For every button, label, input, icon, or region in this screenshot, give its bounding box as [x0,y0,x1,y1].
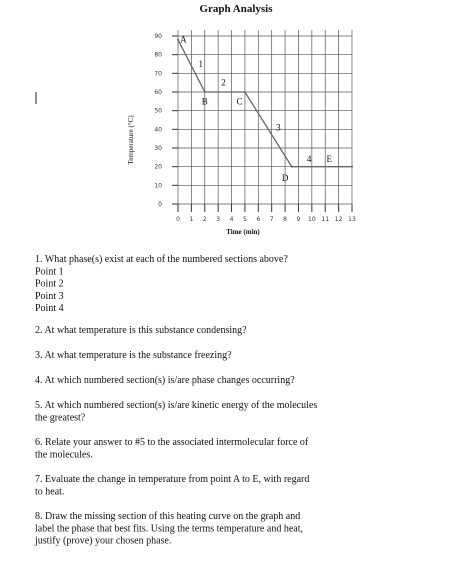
x-tick-label: 9 [297,216,301,223]
question: 2. At what temperature is this substance… [35,325,247,336]
y-axis-label: Temperature (°C) [127,115,135,165]
data-point [203,91,206,93]
y-tick-label: 40 [154,126,162,133]
annotation: B [202,96,208,106]
x-tick-label: 11 [321,216,329,223]
question-line: Point 2 [35,279,64,290]
x-tick-label: 8 [283,216,287,223]
title: Graph Analysis [199,3,273,15]
data-point [243,91,246,93]
question-line: Point 1 [35,266,64,277]
question-line: label the phase that best fits. Using th… [35,523,303,534]
x-tick-label: 5 [243,216,247,223]
y-tick-label: 90 [154,33,162,40]
question-line: justify (prove) your chosen phase. [34,536,171,547]
x-tick-label: 10 [308,216,316,223]
x-axis-label: Time (min) [226,228,260,236]
question: 6. Relate your answer to #5 to the assoc… [35,437,309,448]
question: 3. At what temperature is the substance … [35,350,232,361]
question: 8. Draw the missing section of this heat… [35,511,300,522]
x-tick-label: 2 [203,216,207,223]
x-tick-label: 0 [176,216,180,223]
question-line: Point 4 [35,303,64,314]
question-line: to heat. [35,486,64,497]
annotation: 4 [307,154,312,164]
y-tick-label: 0 [158,201,162,208]
question: 4. At which numbered section(s) is/are p… [35,375,295,386]
x-tick-label: 7 [270,216,274,223]
question: 1. What phase(s) exist at each of the nu… [35,254,288,265]
annotation: 1 [199,59,204,69]
question-line: Point 3 [35,291,64,302]
data-point [351,165,353,168]
y-tick-label: 60 [154,89,162,96]
x-tick-label: 6 [256,216,260,223]
x-tick-label: 1 [189,216,193,223]
annotation: D [282,173,289,183]
y-tick-label: 20 [154,164,162,171]
y-tick-label: 80 [154,52,162,59]
question-line: the greatest? [35,412,86,423]
annotation: 3 [276,122,281,132]
y-tick-label: 70 [154,70,162,77]
x-tick-label: 4 [230,216,234,223]
x-tick-label: 12 [335,216,343,223]
y-tick-label: 50 [154,108,162,115]
annotation: 2 [221,78,226,88]
data-point [290,165,293,168]
data-point [177,38,179,41]
question-line: the molecules. [35,449,93,460]
x-tick-label: 3 [216,216,220,223]
y-tick-label: 30 [154,145,162,152]
question: 5. At which numbered section(s) is/are k… [35,400,317,411]
x-tick-label: 13 [348,216,356,223]
annotation: C [237,96,243,106]
annotation: E [326,154,332,164]
question: 7. Evaluate the change in temperature fr… [35,474,309,485]
y-tick-label: 10 [154,182,162,189]
annotation: A [180,35,187,45]
